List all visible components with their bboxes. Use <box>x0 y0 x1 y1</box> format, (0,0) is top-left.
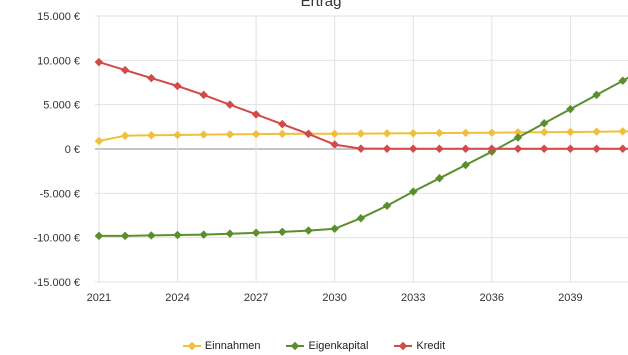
data-point <box>173 81 182 91</box>
data-point <box>225 130 235 139</box>
data-point <box>356 129 366 138</box>
data-point <box>251 228 261 238</box>
data-point <box>435 174 444 183</box>
data-point <box>173 230 182 240</box>
line-chart: Ertrag 15.000 € 10.000 € 5.000 € 0 € -5.000 … <box>34 0 628 304</box>
data-point <box>408 144 418 153</box>
series-line-einnahmen <box>98 130 628 142</box>
data-point <box>382 201 392 211</box>
data-point <box>539 127 549 137</box>
data-point <box>487 128 497 137</box>
data-point <box>513 128 523 137</box>
y-tick-label: -10.000 € <box>34 233 80 245</box>
data-point <box>461 128 470 138</box>
data-point <box>539 144 549 153</box>
data-point <box>566 144 575 153</box>
data-point <box>435 128 444 138</box>
data-point <box>356 144 366 153</box>
chart-title: Ertrag <box>301 0 342 10</box>
legend-item-kredit[interactable]: Kredit <box>394 338 445 354</box>
legend-item-einnahmen[interactable]: Einnahmen <box>182 338 261 354</box>
data-point <box>592 127 601 136</box>
y-tick-label: -15.000 € <box>34 277 80 289</box>
data-point <box>513 133 523 142</box>
data-point <box>94 136 104 146</box>
data-point <box>94 57 104 67</box>
legend: Einnahmen Eigenkapital Kredit <box>0 338 628 354</box>
legend-swatch <box>394 341 413 351</box>
data-point <box>147 131 156 140</box>
data-point <box>199 90 208 100</box>
legend-swatch <box>182 341 201 351</box>
data-point <box>225 100 235 109</box>
data-point <box>251 110 261 119</box>
data-point <box>592 144 601 153</box>
legend-swatch <box>286 341 305 351</box>
series-line-eigenkapital <box>98 76 628 237</box>
y-tick-label: -5.000 € <box>40 188 80 200</box>
x-tick-label: 2027 <box>244 292 268 304</box>
data-point <box>251 129 261 139</box>
data-point <box>173 130 182 140</box>
legend-label: Einnahmen <box>204 340 261 352</box>
data-point <box>435 144 444 153</box>
data-point <box>618 144 627 153</box>
legend-label: Eigenkapital <box>308 340 369 352</box>
data-point <box>539 119 549 128</box>
y-tick-label: 15.000 € <box>37 11 80 23</box>
data-point <box>408 128 418 138</box>
x-tick-label: 2024 <box>165 292 189 304</box>
data-point <box>278 119 287 129</box>
data-point <box>356 213 366 223</box>
data-point <box>461 144 470 153</box>
x-axis-ticks: 2021202420272030203320362039204 <box>87 292 583 304</box>
legend-item-eigenkapital[interactable]: Eigenkapital <box>286 338 368 354</box>
data-point <box>330 224 339 234</box>
data-point <box>330 129 339 138</box>
data-point <box>120 231 130 241</box>
data-point <box>618 127 627 136</box>
data-point <box>618 76 627 85</box>
data-point <box>147 73 156 83</box>
data-point <box>382 129 392 138</box>
legend-label: Kredit <box>416 340 446 352</box>
series-line-kredit <box>98 61 628 150</box>
y-axis-ticks: 15.000 € 10.000 € 5.000 € 0 € -5.000 € -10.00… <box>34 11 80 289</box>
data-point <box>461 160 470 170</box>
data-point <box>592 90 601 100</box>
data-point <box>199 130 208 139</box>
x-tick-label: 2036 <box>480 292 504 304</box>
x-tick-label: 2033 <box>401 292 425 304</box>
data-point <box>513 144 523 153</box>
data-point <box>566 127 575 137</box>
x-tick-label: 2021 <box>87 292 111 304</box>
data-point <box>278 129 287 139</box>
data-point <box>278 227 287 237</box>
data-point <box>330 140 339 149</box>
data-point <box>199 230 208 239</box>
data-point <box>304 226 313 235</box>
data-point <box>566 104 575 114</box>
data-point <box>382 144 392 153</box>
x-tick-label: 2030 <box>322 292 346 304</box>
y-tick-label: 0 € <box>65 144 80 156</box>
data-point <box>147 231 156 240</box>
x-tick-label: 2039 <box>558 292 582 304</box>
y-tick-label: 5.000 € <box>43 100 80 112</box>
data-point <box>120 65 130 75</box>
y-tick-label: 10.000 € <box>37 55 80 67</box>
data-point <box>304 129 313 139</box>
data-point <box>94 231 104 241</box>
data-point <box>120 131 130 140</box>
data-point <box>409 187 418 196</box>
data-point <box>225 229 235 238</box>
